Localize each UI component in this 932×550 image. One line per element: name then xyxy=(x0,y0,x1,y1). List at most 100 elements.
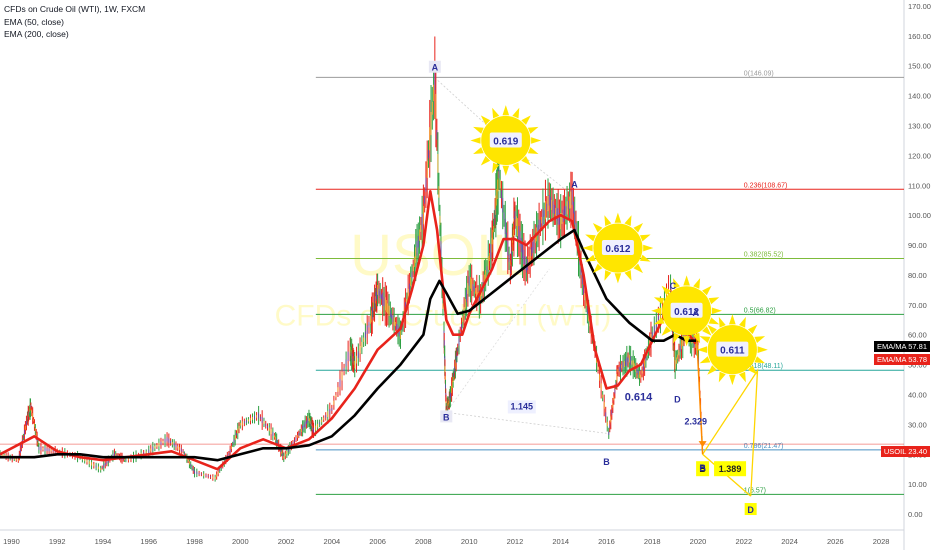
y-tick-label: 40.00 xyxy=(908,390,927,399)
wave-connector xyxy=(446,412,607,434)
y-tick-label: 80.00 xyxy=(908,271,927,280)
wave-label-box xyxy=(744,503,757,516)
projection-line xyxy=(702,368,759,497)
sun-label-box xyxy=(670,302,703,318)
sun-ray xyxy=(754,336,766,343)
sun-ray xyxy=(592,263,603,274)
sun-ray xyxy=(718,316,726,328)
sun-ray xyxy=(711,307,722,315)
y-tick-label: 70.00 xyxy=(908,301,927,310)
sun-ray xyxy=(653,297,665,305)
sun-ray xyxy=(531,137,542,144)
sun-ray xyxy=(683,275,690,286)
target-box-label: B xyxy=(699,464,706,474)
sun-ray xyxy=(470,137,481,144)
sun-ray xyxy=(661,285,671,296)
ratio-label: 0.614 xyxy=(625,391,653,403)
y-tick-label: 100.00 xyxy=(908,211,931,220)
chart-title: CFDs on Crude Oil (WTI), 1W, FXCM xyxy=(4,4,146,14)
wave-connector xyxy=(445,268,550,413)
ratio-label: 2.329 xyxy=(684,416,707,426)
sun-ratio-label: 0.611 xyxy=(720,346,745,357)
y-tick-label: 120.00 xyxy=(908,151,931,160)
wave-label: B xyxy=(699,463,706,473)
x-tick-label: 2028 xyxy=(873,537,890,546)
sun-ray xyxy=(512,162,520,174)
sun-ray xyxy=(699,336,711,343)
sun-ray xyxy=(693,278,701,289)
y-tick-label: 50.00 xyxy=(908,361,927,370)
sun-label-box xyxy=(716,341,749,357)
last-price-marker xyxy=(698,441,707,448)
wave-label-box xyxy=(440,410,453,423)
fib-level-label: 0.236(108.67) xyxy=(744,182,788,189)
fib-level-label: 1(6.57) xyxy=(744,487,766,494)
y-tick-label: 0.00 xyxy=(908,510,923,519)
sun-ray xyxy=(739,371,746,383)
wave-label: B xyxy=(443,412,450,422)
sun-label-box xyxy=(601,240,634,256)
sun-badge: 0.612 xyxy=(582,212,654,284)
ema50-tag-value: 53.78 xyxy=(908,355,927,364)
y-tick-label: 130.00 xyxy=(908,122,931,131)
sun-ray xyxy=(512,107,520,119)
x-tick-label: 2026 xyxy=(827,537,844,546)
sun-ray xyxy=(683,336,690,347)
wave-label-box xyxy=(428,60,441,73)
sun-ray xyxy=(640,254,651,262)
sun-ray xyxy=(527,147,539,154)
sun-ray xyxy=(633,223,643,233)
wave-label: A xyxy=(692,308,699,318)
ema200-tag-label: EMA/MA xyxy=(876,342,907,351)
sun-ray xyxy=(729,374,736,386)
sun-ray xyxy=(707,324,717,335)
usoil-price-tag: USOIL 23.40 xyxy=(880,446,930,457)
x-tick-label: 1996 xyxy=(140,537,157,546)
legend-ema200: EMA (200, close) xyxy=(4,29,69,39)
sun-ratio-label: 0.619 xyxy=(493,136,518,147)
sun-ray xyxy=(624,270,632,281)
sun-ray xyxy=(693,332,701,344)
sun-ray xyxy=(582,244,593,252)
y-tick-label: 140.00 xyxy=(908,92,931,101)
wave-label: C xyxy=(670,281,677,291)
x-tick-label: 1994 xyxy=(95,537,112,546)
sun-ray xyxy=(708,317,720,325)
sun-ray xyxy=(585,254,596,262)
x-tick-label: 2010 xyxy=(461,537,478,546)
sun-ray xyxy=(708,297,720,305)
sun-ray xyxy=(633,263,643,274)
sun-ray xyxy=(502,105,510,116)
x-tick-label: 2006 xyxy=(369,537,386,546)
x-tick-label: 2004 xyxy=(324,537,341,546)
y-tick-label: 160.00 xyxy=(908,32,931,41)
ema50-tag-label: EMA/MA xyxy=(876,355,907,364)
fib-level-label: 0.5(66.82) xyxy=(744,307,776,314)
ema200-tag-value: 57.81 xyxy=(908,342,927,351)
usoil-tag-label: USOIL xyxy=(883,447,907,456)
sun-ray xyxy=(653,317,665,325)
sun-badge: 0.612 xyxy=(651,275,722,347)
sun-ray xyxy=(754,356,766,364)
sun-ray xyxy=(521,115,531,125)
sun-ray xyxy=(729,314,736,325)
sun-ray xyxy=(747,324,758,335)
sun-ray xyxy=(643,244,654,252)
target-box xyxy=(696,461,710,477)
sun-ray xyxy=(592,223,603,233)
sun-ray xyxy=(699,356,711,364)
sun-ray xyxy=(604,215,612,226)
x-tick-label: 2002 xyxy=(278,537,295,546)
fib-level-label: 0.786(21.47) xyxy=(744,443,784,450)
wave-label: B xyxy=(603,457,610,467)
sun-ray xyxy=(702,326,712,336)
sun-ray xyxy=(502,165,510,176)
x-tick-label: 2016 xyxy=(598,537,615,546)
x-tick-label: 1998 xyxy=(186,537,203,546)
sun-ray xyxy=(661,326,671,336)
sun-ratio-label: 0.612 xyxy=(674,307,699,318)
sun-ratio-label: 0.612 xyxy=(605,244,630,255)
sun-ray xyxy=(624,215,632,226)
wave-label: D xyxy=(674,394,681,404)
